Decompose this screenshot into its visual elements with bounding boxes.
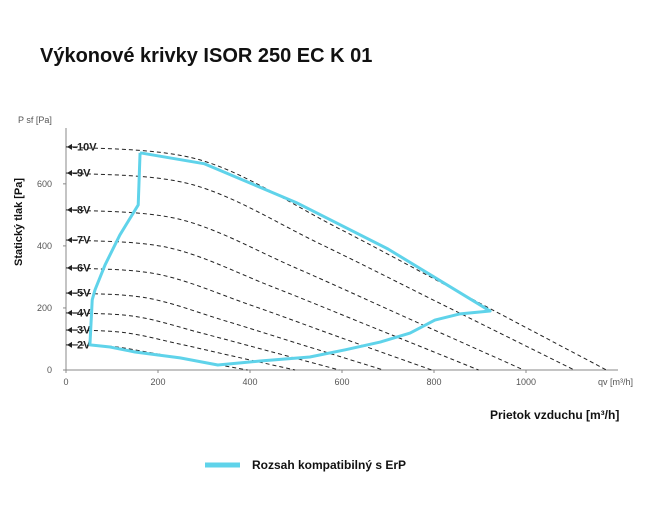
x-unit-label: qv [m³/h] — [598, 377, 633, 387]
x-tick-label: 600 — [334, 377, 349, 387]
y-tick-label: 600 — [37, 179, 52, 189]
y-axis-label: Statický tlak [Pa] — [13, 178, 25, 266]
voltage-label: 7V — [77, 235, 91, 247]
x-tick-label: 0 — [63, 377, 68, 387]
voltage-label: 3V — [77, 324, 91, 336]
voltage-label: 6V — [77, 262, 91, 274]
erp-envelope — [88, 151, 492, 367]
x-tick-label: 200 — [150, 377, 165, 387]
x-tick-label: 1000 — [516, 377, 536, 387]
voltage-arrow — [67, 309, 72, 316]
voltage-label: 10V — [77, 141, 97, 153]
voltage-arrow — [67, 264, 72, 271]
chart-title: Výkonové krivky ISOR 250 EC K 01 — [40, 45, 372, 67]
voltage-curve — [65, 172, 575, 371]
x-tick-label: 800 — [426, 377, 441, 387]
voltage-label: 8V — [77, 204, 91, 216]
voltage-arrow — [67, 206, 72, 213]
voltage-label: 4V — [77, 307, 91, 319]
voltage-arrow — [67, 341, 72, 348]
voltage-arrow — [67, 237, 72, 244]
x-tick-label: 400 — [242, 377, 257, 387]
voltage-label: 9V — [77, 167, 91, 179]
y-unit-label: P sf [Pa] — [18, 115, 52, 125]
voltage-curve — [65, 267, 432, 371]
voltage-curve — [65, 292, 384, 371]
voltage-arrow — [67, 143, 72, 150]
legend-label: Rozsah kompatibilný s ErP — [252, 458, 406, 472]
y-tick-label: 200 — [37, 303, 52, 313]
x-axis-label: Prietok vzduchu [m³/h] — [490, 408, 619, 422]
y-tick-label: 0 — [47, 365, 52, 375]
voltage-curve — [65, 329, 296, 371]
voltage-curve — [65, 209, 524, 371]
voltage-arrow — [67, 290, 72, 297]
voltage-label: 5V — [77, 288, 91, 300]
voltage-label: 2V — [77, 339, 91, 351]
voltage-curve — [65, 146, 607, 371]
voltage-arrow — [67, 326, 72, 333]
voltage-arrow — [67, 169, 72, 176]
y-tick-label: 400 — [37, 241, 52, 251]
